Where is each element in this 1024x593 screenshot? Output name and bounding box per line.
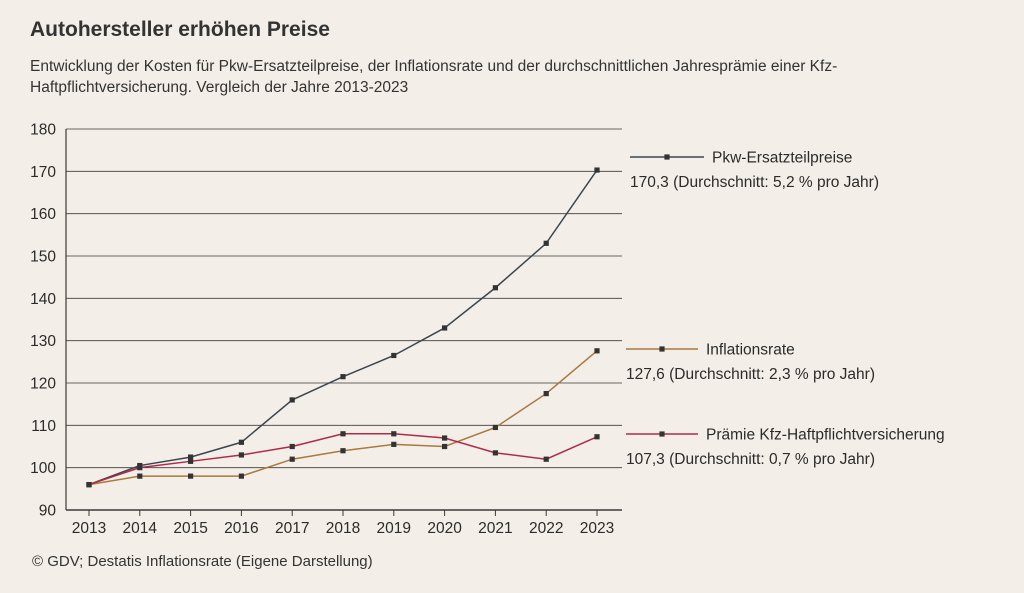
data-point-inflationsrate-2014 xyxy=(137,473,143,479)
data-point-pr-mie-kfz-haftpflichtversicherung-2015 xyxy=(188,458,194,464)
data-point-pr-mie-kfz-haftpflichtversicherung-2018 xyxy=(340,431,346,437)
y-tick-label-140: 140 xyxy=(30,291,56,308)
x-tick-label-2018: 2018 xyxy=(326,520,360,537)
chart-subtitle: Entwicklung der Kosten für Pkw-Ersatztei… xyxy=(30,58,838,96)
y-tick-label-150: 150 xyxy=(30,249,56,266)
data-point-pr-mie-kfz-haftpflichtversicherung-2016 xyxy=(238,452,244,458)
series-line-pr-mie-kfz-haftpflichtversicherung xyxy=(88,433,598,486)
data-point-pkw-ersatzteilpreise-2021 xyxy=(492,285,498,291)
data-point-pkw-ersatzteilpreise-2018 xyxy=(340,374,346,380)
y-tick-label-130: 130 xyxy=(30,333,56,350)
chart-title: Autohersteller erhöhen Preise xyxy=(30,18,330,41)
data-point-inflationsrate-2017 xyxy=(289,456,295,462)
legend-value-pkw-ersatzteilpreise: 170,3 (Durchschnitt: 5,2 % pro Jahr) xyxy=(630,174,879,191)
x-tick-label-2023: 2023 xyxy=(580,520,614,537)
data-point-pr-mie-kfz-haftpflichtversicherung-2014 xyxy=(137,465,143,471)
x-tick-label-2021: 2021 xyxy=(478,520,512,537)
data-point-pkw-ersatzteilpreise-2017 xyxy=(289,397,295,403)
data-point-pkw-ersatzteilpreise-2023 xyxy=(594,167,600,173)
y-tick-label-110: 110 xyxy=(31,418,56,435)
y-tick-label-170: 170 xyxy=(30,164,56,181)
legend-label-inflationsrate: Inflationsrate xyxy=(706,342,795,359)
legend-value-inflationsrate: 127,6 (Durchschnitt: 2,3 % pro Jahr) xyxy=(626,366,875,383)
y-tick-label-120: 120 xyxy=(30,376,56,393)
data-point-pr-mie-kfz-haftpflichtversicherung-2013 xyxy=(86,482,92,488)
data-point-pr-mie-kfz-haftpflichtversicherung-2021 xyxy=(492,450,498,456)
data-point-inflationsrate-2015 xyxy=(188,473,194,479)
data-point-inflationsrate-2019 xyxy=(391,441,397,447)
data-point-pkw-ersatzteilpreise-2020 xyxy=(442,325,448,331)
x-tick-label-2014: 2014 xyxy=(123,520,158,537)
data-point-pkw-ersatzteilpreise-2022 xyxy=(543,240,549,246)
legend-marker-pr-mie-kfz-haftpflichtversicherung xyxy=(659,431,665,437)
source-note: © GDV; Destatis Inflationsrate (Eigene D… xyxy=(32,553,373,570)
y-tick-label-160: 160 xyxy=(30,206,56,223)
legend-marker-pkw-ersatzteilpreise xyxy=(664,154,670,160)
data-point-pr-mie-kfz-haftpflichtversicherung-2019 xyxy=(391,431,397,437)
y-tick-label-90: 90 xyxy=(39,503,57,520)
data-point-inflationsrate-2023 xyxy=(594,348,600,354)
data-point-pkw-ersatzteilpreise-2015 xyxy=(188,454,194,460)
data-point-pr-mie-kfz-haftpflichtversicherung-2020 xyxy=(442,435,448,441)
y-tick-label-180: 180 xyxy=(30,122,56,139)
data-point-inflationsrate-2020 xyxy=(442,443,448,450)
y-tick-label-100: 100 xyxy=(30,460,56,477)
data-point-pkw-ersatzteilpreise-2019 xyxy=(391,352,397,359)
data-point-pr-mie-kfz-haftpflichtversicherung-2017 xyxy=(289,443,295,450)
data-point-pr-mie-kfz-haftpflichtversicherung-2023 xyxy=(594,434,600,440)
data-point-pkw-ersatzteilpreise-2016 xyxy=(238,439,244,445)
data-point-pr-mie-kfz-haftpflichtversicherung-2022 xyxy=(543,456,549,462)
data-point-inflationsrate-2016 xyxy=(238,473,244,479)
data-point-inflationsrate-2021 xyxy=(492,424,498,431)
series-line-pkw-ersatzteilpreise xyxy=(88,169,598,486)
x-tick-label-2013: 2013 xyxy=(72,520,106,537)
data-point-inflationsrate-2022 xyxy=(543,390,549,397)
legend-label-pr-mie-kfz-haftpflichtversicherung: Prämie Kfz-Haftpflichtversicherung xyxy=(706,427,945,444)
legend-value-pr-mie-kfz-haftpflichtversicherung: 107,3 (Durchschnitt: 0,7 % pro Jahr) xyxy=(626,451,875,468)
x-tick-label-2015: 2015 xyxy=(173,520,207,537)
data-point-inflationsrate-2018 xyxy=(340,448,346,454)
legend-label-pkw-ersatzteilpreise: Pkw-Ersatzteilpreise xyxy=(712,150,852,167)
x-tick-label-2017: 2017 xyxy=(275,520,309,537)
x-tick-label-2016: 2016 xyxy=(224,520,258,537)
x-tick-label-2019: 2019 xyxy=(377,520,411,537)
x-tick-label-2020: 2020 xyxy=(427,520,462,537)
legend-marker-inflationsrate xyxy=(659,346,665,352)
x-tick-label-2022: 2022 xyxy=(529,520,563,537)
